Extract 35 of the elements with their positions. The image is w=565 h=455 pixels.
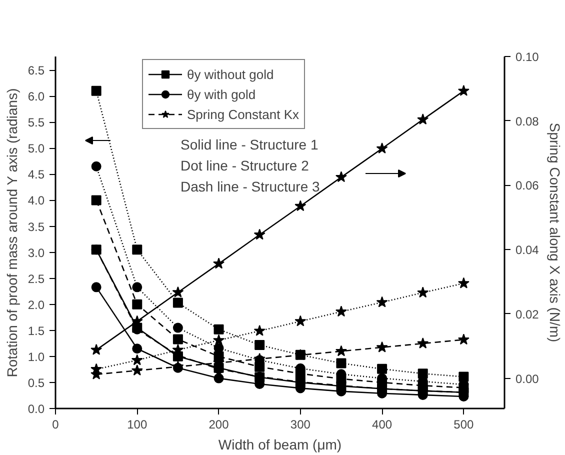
y-tick-label: 6.0 [28, 90, 45, 104]
y-tick-label: 1.0 [28, 350, 45, 364]
y2-tick-label: 0.10 [516, 50, 540, 64]
legend-label: θy without gold [187, 66, 274, 83]
x-tick-label: 500 [454, 418, 474, 432]
x-tick-label: 400 [372, 418, 392, 432]
y-tick-label: 0.5 [28, 376, 45, 390]
y-tick-label: 5.5 [28, 116, 45, 130]
legend-label: θy with gold [187, 86, 256, 103]
y-tick-label: 4.0 [28, 194, 45, 208]
y-tick-label: 2.0 [28, 298, 45, 312]
y-tick-label: 5.0 [28, 142, 45, 156]
x-tick-label: 100 [127, 418, 148, 432]
y-tick-label: 3.5 [28, 220, 45, 234]
y-tick-label: 3.0 [28, 246, 45, 260]
y2-tick-label: 0.02 [516, 307, 540, 322]
x-axis-title: Width of beam (μm) [218, 436, 342, 452]
y-tick-label: 0.0 [28, 402, 45, 416]
y2-tick-label: 0.00 [516, 372, 540, 386]
x-tick-label: 300 [290, 418, 311, 432]
y2-axis-title: Spring Constant along X axis (N/m) [546, 122, 563, 342]
y-tick-label: 4.5 [28, 168, 45, 182]
y2-tick-label: 0.08 [516, 114, 540, 128]
annotation: Dot line - Structure 2 [180, 158, 310, 174]
x-tick-label: 0 [52, 418, 60, 432]
annotation: Dash line - Structure 3 [180, 178, 320, 194]
annotation: Solid line - Structure 1 [180, 136, 318, 152]
y-tick-label: 6.5 [28, 64, 45, 78]
y-axis-title: Rotation of proof mass around Y axis (radians) [4, 88, 20, 378]
y2-tick-label: 0.04 [516, 243, 540, 258]
y-tick-label: 1.5 [28, 324, 45, 338]
legend-label: Spring Constant Kx [187, 106, 300, 123]
y-tick-label: 2.5 [28, 272, 45, 286]
y2-tick-label: 0.06 [516, 178, 540, 193]
x-tick-label: 200 [208, 418, 230, 432]
